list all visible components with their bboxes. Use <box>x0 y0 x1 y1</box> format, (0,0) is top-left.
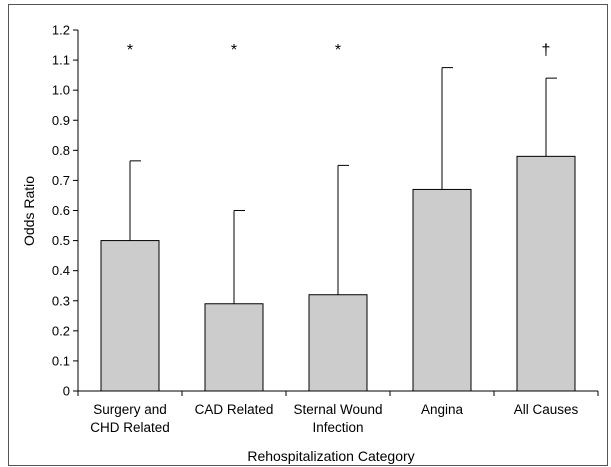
y-tick-label: 0.9 <box>52 113 70 128</box>
bars <box>100 67 576 392</box>
x-tick-label: Angina <box>421 402 464 417</box>
significance-marker: * <box>335 42 341 59</box>
x-tick-label: CAD Related <box>195 402 274 417</box>
x-tick-label: Surgery and <box>93 402 167 417</box>
y-tick-label: 1.2 <box>52 23 70 38</box>
y-tick-label: 0.4 <box>52 263 70 278</box>
labels: 0 0.1 0.2 0.3 0.4 0.5 0.6 0.7 0.8 0.9 1.0 1.1 1.2 * Su… <box>52 23 579 436</box>
bar <box>516 155 576 392</box>
y-tick-label: 0.7 <box>52 173 70 188</box>
significance-marker: * <box>127 42 133 59</box>
y-tick-label: 0.6 <box>52 203 70 218</box>
y-tick-label: 0.5 <box>52 233 70 248</box>
x-tick-label: CHD Related <box>90 420 170 435</box>
bar <box>204 303 264 392</box>
y-tick-label: 1.0 <box>52 83 70 98</box>
significance-marker: † <box>542 42 551 59</box>
y-tick-label: 1.1 <box>52 53 70 68</box>
x-tick-label: All Causes <box>514 402 579 417</box>
x-tick-label: Infection <box>312 420 363 435</box>
y-tick-label: 0.8 <box>52 143 70 158</box>
x-axis-label: Rehospitalization Category <box>247 448 414 464</box>
y-tick-label: 0.2 <box>52 323 70 338</box>
significance-marker: * <box>231 42 237 59</box>
bar <box>308 294 368 392</box>
bar <box>100 240 160 392</box>
x-tick-label: Sternal Wound <box>293 402 382 417</box>
y-axis-label: Odds Ratio <box>21 176 37 246</box>
y-tick-label: 0.1 <box>52 353 70 368</box>
y-tick-label: 0 <box>63 384 70 399</box>
bar <box>412 188 472 392</box>
y-tick-label: 0.3 <box>52 293 70 308</box>
